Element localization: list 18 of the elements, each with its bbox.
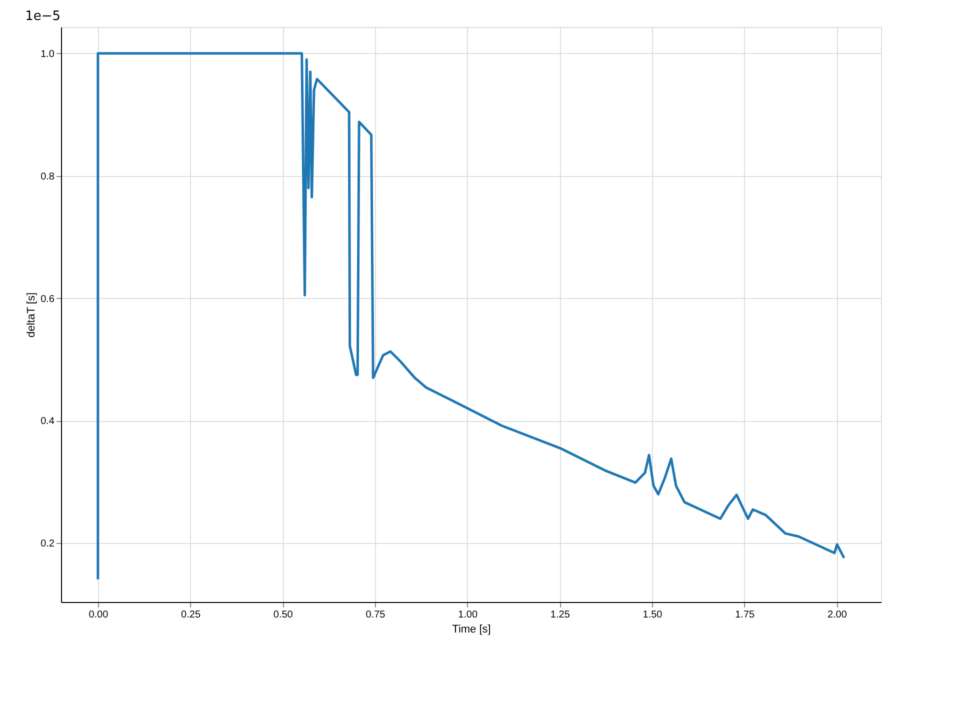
- y-axis-title: deltaT [s]: [26, 292, 38, 338]
- line-series: [96, 52, 846, 581]
- y-tick-label: 0.6: [40, 294, 55, 305]
- y-tick-label: 1.0: [40, 48, 55, 60]
- x-tick-label: 0.25: [181, 610, 201, 620]
- x-tick-label: 1.25: [550, 610, 570, 620]
- x-tick-label: 1.00: [458, 610, 478, 620]
- x-tick-label: 0.75: [366, 610, 386, 620]
- x-tick-label: 2.00: [827, 610, 848, 620]
- x-axis-title: Time [s]: [452, 624, 491, 636]
- x-tick-label: 1.75: [735, 610, 755, 620]
- y-tick-label: 0.8: [40, 171, 55, 182]
- y-tick-label: 0.2: [40, 538, 55, 550]
- y-tick-label: 0.4: [40, 416, 55, 428]
- x-tick-label: 0.50: [273, 610, 294, 620]
- x-tick-label: 1.50: [642, 610, 663, 620]
- x-tick-label: 0.00: [88, 610, 109, 620]
- text: 1e−5: [25, 9, 61, 24]
